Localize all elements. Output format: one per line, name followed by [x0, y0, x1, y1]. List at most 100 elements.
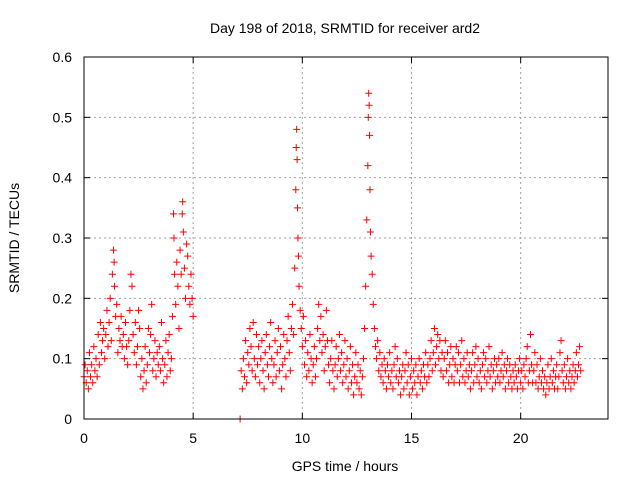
- data-point: [483, 379, 491, 387]
- data-point: [108, 270, 116, 278]
- data-point: [496, 379, 504, 387]
- data-point: [557, 337, 565, 345]
- data-point: [440, 355, 448, 363]
- data-point: [356, 367, 364, 375]
- data-point: [177, 270, 185, 278]
- data-point: [243, 379, 251, 387]
- data-point: [261, 349, 269, 357]
- x-tick-label: 15: [404, 430, 420, 446]
- data-point: [92, 355, 100, 363]
- data-point: [452, 343, 460, 351]
- data-point: [99, 337, 107, 345]
- data-point: [292, 144, 300, 151]
- data-point: [381, 367, 389, 375]
- data-point: [132, 361, 140, 369]
- data-point: [444, 349, 452, 357]
- data-point: [369, 300, 377, 308]
- data-point: [293, 156, 301, 164]
- data-point: [554, 385, 562, 393]
- data-point: [294, 204, 302, 212]
- data-point: [475, 379, 483, 387]
- data-point: [260, 385, 268, 393]
- data-point: [522, 355, 530, 363]
- data-point: [281, 355, 289, 363]
- data-point: [331, 361, 339, 369]
- data-point: [409, 385, 417, 393]
- data-point: [417, 367, 425, 375]
- data-point: [158, 318, 166, 326]
- data-point: [464, 373, 472, 381]
- data-point: [294, 234, 302, 242]
- data-point: [539, 367, 546, 375]
- data-point: [180, 264, 188, 272]
- data-point: [135, 306, 143, 314]
- data-point: [510, 379, 518, 387]
- data-point: [153, 349, 161, 357]
- data-point: [555, 373, 563, 381]
- data-point: [165, 331, 173, 339]
- data-point: [357, 391, 365, 399]
- data-point: [104, 343, 112, 351]
- data-point: [301, 361, 309, 369]
- data-point: [114, 349, 122, 357]
- data-point: [244, 349, 252, 357]
- data-point: [315, 300, 323, 308]
- data-point: [499, 373, 507, 381]
- data-point: [466, 385, 474, 393]
- data-point: [159, 355, 167, 363]
- data-point: [338, 349, 346, 357]
- data-point: [498, 349, 506, 357]
- data-point: [388, 367, 396, 375]
- data-point: [350, 391, 358, 399]
- data-point: [413, 391, 421, 399]
- data-point: [127, 270, 135, 278]
- data-point: [335, 331, 343, 339]
- data-point: [410, 367, 418, 375]
- data-point: [294, 252, 302, 260]
- data-point: [113, 300, 121, 308]
- data-point: [175, 325, 183, 332]
- data-point: [299, 312, 307, 320]
- data-point: [391, 343, 399, 351]
- data-point: [448, 373, 456, 381]
- data-point: [161, 361, 169, 369]
- data-point: [531, 349, 539, 357]
- data-point: [154, 361, 162, 369]
- data-point: [521, 373, 529, 381]
- data-point: [109, 246, 117, 254]
- y-tick-label: 0.6: [53, 49, 73, 65]
- data-point: [125, 337, 133, 345]
- data-point: [493, 361, 501, 369]
- data-point: [326, 379, 334, 387]
- data-point: [314, 325, 322, 332]
- data-point: [449, 355, 457, 363]
- data-point: [366, 186, 374, 194]
- data-point: [355, 385, 363, 393]
- data-point: [317, 312, 325, 320]
- x-tick-label: 10: [295, 430, 311, 446]
- data-point: [368, 270, 376, 278]
- data-point: [501, 385, 509, 393]
- data-point: [170, 210, 178, 218]
- data-point: [376, 349, 384, 357]
- data-point: [560, 361, 568, 369]
- data-point: [548, 379, 556, 387]
- data-point: [488, 385, 496, 393]
- data-point: [111, 282, 119, 290]
- data-point: [164, 349, 172, 357]
- data-point: [266, 343, 274, 351]
- data-point: [365, 89, 373, 97]
- data-point: [239, 355, 247, 363]
- data-point: [176, 246, 184, 254]
- data-point: [382, 385, 390, 393]
- data-point: [570, 379, 578, 387]
- data-point: [179, 198, 187, 206]
- data-point: [142, 379, 150, 387]
- data-point: [404, 361, 412, 369]
- data-point: [87, 373, 95, 381]
- data-point: [131, 318, 139, 326]
- data-point: [328, 337, 336, 345]
- data-point: [85, 349, 93, 357]
- data-point: [255, 343, 263, 351]
